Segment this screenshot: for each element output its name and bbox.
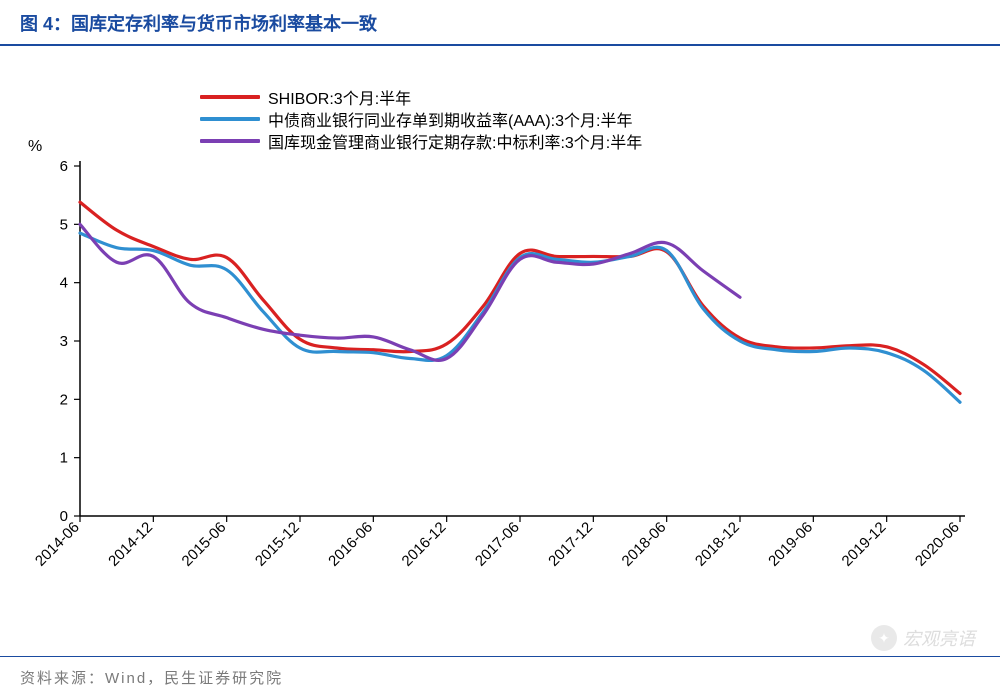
legend: SHIBOR:3个月:半年 中债商业银行同业存单到期收益率(AAA):3个月:半… bbox=[200, 86, 642, 152]
y-axis-unit: % bbox=[28, 138, 42, 156]
svg-text:2019-06: 2019-06 bbox=[765, 519, 816, 570]
watermark: ✦ 宏观亮语 bbox=[871, 625, 975, 651]
legend-item-shibor: SHIBOR:3个月:半年 bbox=[200, 86, 642, 108]
watermark-text: 宏观亮语 bbox=[903, 625, 975, 651]
svg-text:2016-06: 2016-06 bbox=[325, 519, 376, 570]
title-text: 国库定存利率与货币市场利率基本一致 bbox=[71, 14, 377, 34]
legend-label-shibor: SHIBOR:3个月:半年 bbox=[268, 85, 411, 109]
svg-text:2017-06: 2017-06 bbox=[472, 519, 523, 570]
legend-item-ncd: 中债商业银行同业存单到期收益率(AAA):3个月:半年 bbox=[200, 108, 642, 130]
svg-text:2018-06: 2018-06 bbox=[619, 519, 670, 570]
svg-text:3: 3 bbox=[60, 333, 68, 350]
svg-text:2: 2 bbox=[60, 391, 68, 408]
svg-text:2014-06: 2014-06 bbox=[32, 519, 83, 570]
svg-text:4: 4 bbox=[60, 275, 68, 292]
wechat-icon: ✦ bbox=[871, 625, 897, 651]
svg-text:2019-12: 2019-12 bbox=[839, 519, 890, 570]
legend-label-treasury: 国库现金管理商业银行定期存款:中标利率:3个月:半年 bbox=[268, 129, 642, 153]
chart-area: % SHIBOR:3个月:半年 中债商业银行同业存单到期收益率(AAA):3个月… bbox=[20, 56, 980, 616]
svg-text:5: 5 bbox=[60, 216, 68, 233]
svg-text:2017-12: 2017-12 bbox=[545, 519, 596, 570]
legend-item-treasury: 国库现金管理商业银行定期存款:中标利率:3个月:半年 bbox=[200, 130, 642, 152]
svg-text:2018-12: 2018-12 bbox=[692, 519, 743, 570]
svg-text:2015-12: 2015-12 bbox=[252, 519, 303, 570]
source-footer: 资料来源：Wind，民生证券研究院 bbox=[0, 656, 1000, 696]
legend-swatch-ncd bbox=[200, 117, 260, 121]
svg-text:2020-06: 2020-06 bbox=[912, 519, 963, 570]
title-prefix: 图 4： bbox=[20, 14, 71, 34]
svg-text:2014-12: 2014-12 bbox=[105, 519, 156, 570]
legend-swatch-shibor bbox=[200, 95, 260, 99]
svg-text:1: 1 bbox=[60, 450, 68, 467]
svg-text:2016-12: 2016-12 bbox=[399, 519, 450, 570]
svg-text:6: 6 bbox=[60, 158, 68, 175]
legend-swatch-treasury bbox=[200, 139, 260, 143]
figure-title: 图 4：国库定存利率与货币市场利率基本一致 bbox=[0, 0, 1000, 46]
source-text: 资料来源：Wind，民生证券研究院 bbox=[20, 670, 283, 687]
svg-text:2015-06: 2015-06 bbox=[179, 519, 230, 570]
legend-label-ncd: 中债商业银行同业存单到期收益率(AAA):3个月:半年 bbox=[268, 107, 632, 131]
